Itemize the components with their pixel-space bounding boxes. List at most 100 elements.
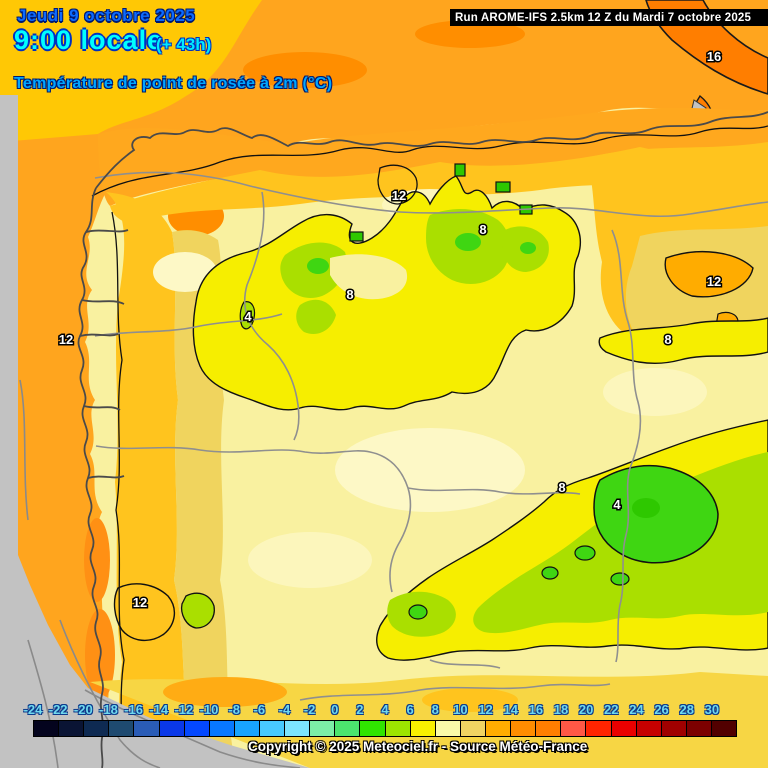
scale-cell-20 xyxy=(586,721,612,736)
scale-label: 12 xyxy=(478,702,493,717)
contour-value-label: 12 xyxy=(133,595,147,610)
scale-label: -22 xyxy=(48,702,68,717)
scale-label: 18 xyxy=(553,702,569,717)
scale-label: 14 xyxy=(503,702,518,717)
scale-label: -16 xyxy=(124,702,143,717)
scale-label: 22 xyxy=(604,702,619,717)
right-yellow-tongue xyxy=(598,317,768,364)
admin-borders xyxy=(94,171,768,701)
scale-label: -8 xyxy=(228,702,240,717)
scale-label: 0 xyxy=(331,702,339,717)
zone-b-green-bit xyxy=(541,566,559,580)
contour-12-loop-sw xyxy=(113,583,175,641)
scale-label: -18 xyxy=(99,702,118,717)
scale-label: 8 xyxy=(431,702,439,717)
scale-label: 2 xyxy=(356,702,364,717)
isoline-12-west xyxy=(111,211,125,768)
zone-b-deepgreen xyxy=(632,498,660,518)
isoline-12-spur xyxy=(377,164,418,205)
zone-a-green-contoured xyxy=(349,231,364,242)
scale-label: -14 xyxy=(149,702,169,717)
scale-cell-30 xyxy=(711,721,737,736)
scale-cell-24 xyxy=(636,721,662,736)
contour-value-label: 4 xyxy=(244,309,252,324)
scale-cell--12 xyxy=(184,721,210,736)
green-blob-sw xyxy=(180,592,215,629)
scale-cell-4 xyxy=(385,721,411,736)
cream-patch xyxy=(248,532,372,588)
sea-warm-blob xyxy=(415,20,525,48)
out-of-domain-west xyxy=(0,95,310,768)
scale-cell-6 xyxy=(410,721,436,736)
scale-cell-0 xyxy=(335,721,361,736)
parameter-title: Température de point de rosée à 2m (°C) xyxy=(14,75,333,92)
date-label: Jeudi 9 octobre 2025 xyxy=(17,6,196,25)
time-label: 9:00 locale xyxy=(14,25,164,55)
zone-a-green-contoured xyxy=(454,163,466,177)
sea-warm-blob xyxy=(243,52,367,88)
scale-label: -4 xyxy=(278,702,291,717)
contour-value-label: 16 xyxy=(707,49,721,64)
scale-label: 6 xyxy=(406,702,414,717)
contour-12-blob xyxy=(664,251,754,298)
scale-label: 20 xyxy=(578,702,594,717)
zone-a-green xyxy=(455,233,481,251)
scale-label: 24 xyxy=(629,702,644,717)
contour-value-label: 12 xyxy=(707,274,721,289)
cream-patch xyxy=(335,428,525,512)
run-info-label: Run AROME-IFS 2.5km 12 Z du Mardi 7 octo… xyxy=(455,11,752,24)
contour-value-label: 8 xyxy=(346,287,353,302)
scale-label: -12 xyxy=(174,702,194,717)
scale-label: 4 xyxy=(381,702,389,717)
zone-a-green xyxy=(520,242,536,254)
south-warm-blob xyxy=(163,677,287,707)
scale-cell-10 xyxy=(460,721,486,736)
forecast-offset-label: (+ 43h) xyxy=(156,35,212,54)
run-info-bar: Run AROME-IFS 2.5km 12 Z du Mardi 7 octo… xyxy=(450,9,768,26)
sea-warm-blob xyxy=(84,518,110,602)
sea-gold-corner xyxy=(0,0,262,142)
scale-cell-18 xyxy=(561,721,587,736)
scale-cell--16 xyxy=(134,721,160,736)
scale-cell--10 xyxy=(209,721,235,736)
zone-b-green-bit xyxy=(408,604,428,620)
contour-value-label: 8 xyxy=(664,332,671,347)
color-scale-labels: -24 -22 -20 -18 -16 -14 -12 -10 -8 -6 -4 -2 0 2 4 6 8 10 1… xyxy=(0,702,768,717)
contour-value-label: 8 xyxy=(558,480,565,495)
zone-a-pale-pocket xyxy=(330,254,408,300)
scale-cell-16 xyxy=(536,721,562,736)
scale-cell-26 xyxy=(661,721,687,736)
contour-value-label: 4 xyxy=(613,497,621,512)
scale-cell-28 xyxy=(686,721,712,736)
scale-label: 16 xyxy=(528,702,544,717)
south-warm-blob xyxy=(422,688,518,712)
scale-cell-8 xyxy=(435,721,461,736)
zone-b-green-bit xyxy=(610,572,630,586)
zone-a-chartreuse xyxy=(296,299,336,335)
copyright-label: Copyright © 2025 Meteociel.fr - Source M… xyxy=(248,739,588,754)
contour-labels: 16 12 8 8 4 12 12 8 8 4 12 xyxy=(57,48,722,612)
scale-cell--8 xyxy=(234,721,260,736)
scale-cell--6 xyxy=(259,721,286,736)
color-scale-bar xyxy=(33,720,737,737)
scale-cell--4 xyxy=(285,721,311,736)
zone-a-green xyxy=(307,258,329,274)
isoline-12-north xyxy=(91,125,768,197)
scale-label: 28 xyxy=(679,702,694,717)
scale-cell--20 xyxy=(84,721,110,736)
scale-cell-14 xyxy=(511,721,537,736)
scale-label: -10 xyxy=(199,702,219,717)
scale-cell-2 xyxy=(360,721,386,736)
scale-label: 30 xyxy=(704,702,720,717)
coastline xyxy=(77,111,768,768)
scale-cell--24 xyxy=(34,721,60,736)
scale-cell-22 xyxy=(611,721,637,736)
scale-cell--2 xyxy=(310,721,336,736)
scale-label: -20 xyxy=(73,702,93,717)
scale-cell--14 xyxy=(159,721,185,736)
zone-a-green-contoured xyxy=(495,181,511,193)
cream-patch xyxy=(153,252,217,292)
zone-b-green-bit xyxy=(574,545,596,561)
contour-value-label: 12 xyxy=(392,188,406,203)
